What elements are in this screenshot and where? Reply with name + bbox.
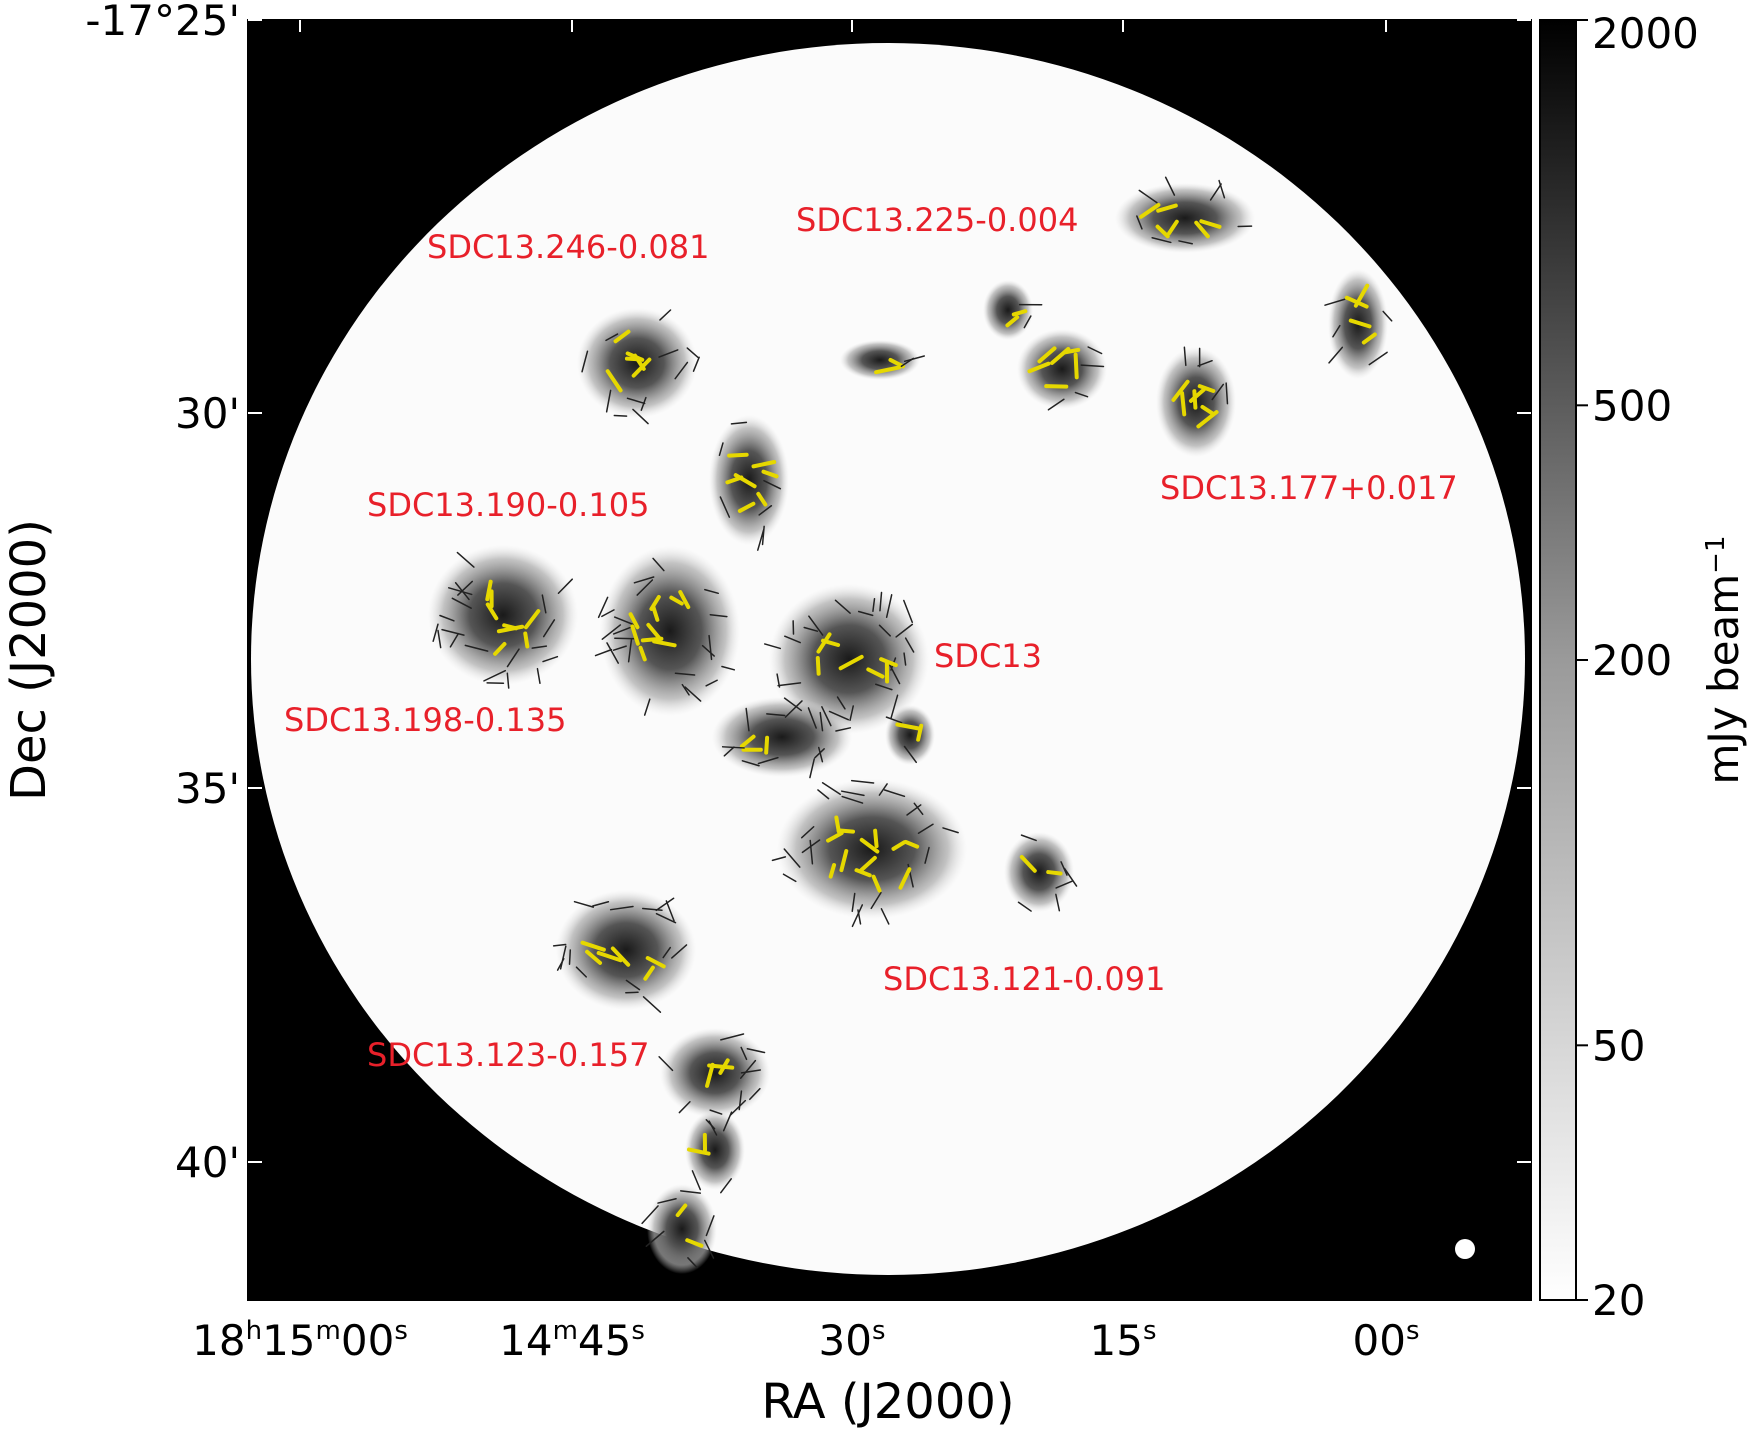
tick-unit: s <box>394 1316 408 1346</box>
polarization-vector <box>766 738 767 753</box>
source-label: SDC13.177+0.017 <box>1160 469 1458 507</box>
polarization-vector <box>1076 355 1077 378</box>
tick-number: 15 <box>1090 1316 1143 1365</box>
tick-unit: s <box>631 1316 645 1346</box>
tick-unit: s <box>872 1316 886 1346</box>
colorbar <box>1540 20 1576 1300</box>
emission-clump <box>428 545 578 685</box>
y-tick-label: 35' <box>175 764 240 813</box>
tick-unit: m <box>553 1316 578 1346</box>
y-axis-label: Dec (J2000) <box>1 519 57 801</box>
tick-unit: h <box>246 1316 262 1346</box>
source-label: SDC13.225-0.004 <box>796 201 1078 239</box>
polarization-vector <box>643 639 662 641</box>
tick-unit: s <box>1406 1316 1420 1346</box>
emission-clump <box>709 415 789 545</box>
polarization-vector <box>1048 872 1060 873</box>
unit: mJy beam <box>1699 574 1748 785</box>
emission-clump <box>647 1184 717 1274</box>
x-tick-label: 30s <box>819 1316 886 1365</box>
x-tick-label: 15s <box>1090 1316 1157 1365</box>
y-tick-label: -17°25' <box>85 0 240 45</box>
polarization-vector <box>875 831 876 846</box>
colorbar-tick-label: 200 <box>1592 636 1672 685</box>
x-tick-label: 18h15m00s <box>192 1316 408 1365</box>
polarization-vector <box>615 638 636 639</box>
tick-unit: s <box>1143 1316 1157 1346</box>
colorbar-tick-label: 2000 <box>1592 9 1699 58</box>
polarization-vector <box>570 950 571 964</box>
source-label: SDC13.123-0.157 <box>367 1036 649 1074</box>
emission-clump <box>1004 832 1074 912</box>
colorbar-tick-label: 500 <box>1592 381 1672 430</box>
colorbar-tick-label: 50 <box>1592 1021 1645 1070</box>
tick-number: 14 <box>499 1316 552 1365</box>
tick-unit: m <box>316 1316 341 1346</box>
tick-number: 00 <box>1353 1316 1406 1365</box>
beam <box>1455 1239 1475 1259</box>
source-label: SDC13.198-0.135 <box>284 701 566 739</box>
x-axis-label: RA (J2000) <box>761 1374 1014 1430</box>
tick-number: 00 <box>341 1316 394 1365</box>
y-tick-label: 30' <box>175 389 240 438</box>
source-label: SDC13 <box>934 637 1042 675</box>
unit-exponent: −1 <box>1701 536 1731 574</box>
polarization-vector <box>818 658 819 674</box>
polarization-vector <box>525 634 527 647</box>
tick-number: 30 <box>819 1316 872 1365</box>
source-label: SDC13.246-0.081 <box>427 228 709 266</box>
colorbar-label: mJy beam−1 <box>1699 536 1748 785</box>
tick-number: 45 <box>578 1316 631 1365</box>
emission-clump <box>660 1028 770 1118</box>
tick-number: 18 <box>192 1316 245 1365</box>
polarization-vector <box>839 830 854 831</box>
y-tick-label: 40' <box>175 1138 240 1187</box>
colorbar-tick-label: 20 <box>1592 1276 1645 1325</box>
emission-clump <box>712 697 852 777</box>
polarization-vector <box>729 455 747 456</box>
x-tick-label: 14m45s <box>499 1316 645 1365</box>
x-tick-label: 00s <box>1353 1316 1420 1365</box>
polarization-vector <box>614 416 626 417</box>
tick-number: 15 <box>262 1316 315 1365</box>
source-label: SDC13.190-0.105 <box>367 486 649 524</box>
source-label: SDC13.121-0.091 <box>883 960 1165 998</box>
polarization-vector <box>1182 393 1184 414</box>
